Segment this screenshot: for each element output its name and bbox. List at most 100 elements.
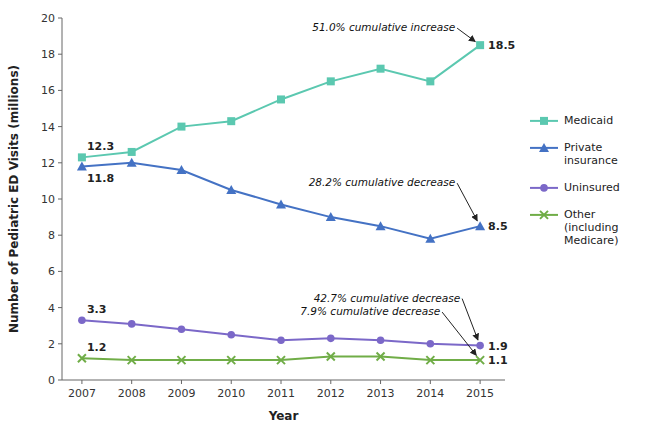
annotation: 7.9% cumulative decrease [300,305,440,317]
point-marker [227,331,235,339]
y-tick-label: 12 [41,157,55,170]
point-marker [427,340,435,348]
point-marker [476,41,484,49]
point-marker [476,356,484,364]
y-tick [58,235,62,236]
annotation-arrow [462,299,478,340]
y-tick [58,162,62,163]
point-marker [376,221,386,230]
series-line [82,163,480,239]
y-tick [58,343,62,344]
point-marker [78,316,86,324]
legend-label: Uninsured [564,181,620,194]
x-tick-label: 2008 [118,387,146,400]
x-tick-label: 2011 [267,387,295,400]
y-tick-label: 20 [41,12,55,25]
point-marker [327,352,335,360]
x-axis-line [62,380,505,381]
y-tick-label: 2 [48,338,55,351]
x-tick [430,380,431,384]
annotation: 42.7% cumulative decrease [314,292,460,304]
annotation: 28.2% cumulative decrease [309,176,455,188]
series-line [82,320,480,345]
legend-label: Privateinsurance [564,141,618,167]
legend-label-line: Medicare) [564,234,618,247]
y-tick-label: 14 [41,121,55,134]
legend-label-line: Private [564,141,603,154]
point-marker [227,117,235,125]
point-marker [377,352,385,360]
point-marker [277,336,285,344]
y-tick [58,18,62,19]
legend-marker [540,184,548,192]
point-marker [327,77,335,85]
point-marker [475,221,485,230]
data-label: 1.9 [488,340,508,353]
y-axis-label: Number of Pediatric ED Visits (millions) [7,65,21,333]
point-marker [177,356,185,364]
legend-marker [540,117,548,125]
y-tick [58,54,62,55]
data-label: 1.1 [488,354,508,367]
point-marker [277,356,285,364]
point-marker [227,356,235,364]
point-marker [377,336,385,344]
data-label: 1.2 [87,341,107,354]
x-tick [81,380,82,384]
data-label: 18.5 [488,39,515,52]
legend: Medicaid Privateinsurance Uninsured Other(i… [530,114,620,247]
point-marker [276,199,286,208]
x-tick-label: 2007 [68,387,96,400]
point-marker [426,77,434,85]
x-tick-label: 2015 [466,387,494,400]
x-tick [281,380,282,384]
y-tick-label: 16 [41,84,55,97]
plot-area [77,41,485,364]
point-marker [476,342,484,350]
legend-label-line: (including [564,221,618,234]
point-marker [178,326,186,334]
point-marker [176,165,186,174]
x-tick-label: 2009 [167,387,195,400]
x-tick-label: 2010 [217,387,245,400]
annotation-arrow [457,28,475,41]
y-tick-label: 0 [48,374,55,387]
series-line [82,45,480,157]
legend-marker [540,211,548,219]
point-marker [127,158,137,167]
point-marker [277,95,285,103]
legend-label-line: Medicaid [564,114,613,127]
point-marker [78,354,86,362]
data-label: 3.3 [87,303,107,316]
chart: 0246810121416182020072008200920102011201… [0,0,659,433]
point-marker [177,123,185,131]
data-label: 8.5 [488,220,508,233]
y-tick-label: 4 [48,302,55,315]
x-tick [330,380,331,384]
x-tick-label: 2012 [317,387,345,400]
point-marker [327,335,335,343]
x-tick [480,380,481,384]
point-marker [426,356,434,364]
y-tick [58,307,62,308]
y-tick [58,90,62,91]
legend-label: Other(includingMedicare) [564,208,618,247]
y-tick-label: 18 [41,48,55,61]
y-tick-label: 10 [41,193,55,206]
point-marker [377,65,385,73]
point-marker [226,185,236,194]
x-tick [231,380,232,384]
y-tick-label: 8 [48,229,55,242]
y-tick [58,271,62,272]
x-tick-label: 2014 [416,387,444,400]
y-tick [58,380,62,381]
x-tick-label: 2013 [367,387,395,400]
legend-label-line: insurance [564,154,618,167]
legend-label-line: Other [564,208,596,221]
point-marker [128,320,136,328]
y-tick [58,199,62,200]
point-marker [326,212,336,221]
annotation-arrow [457,183,477,221]
y-tick [58,126,62,127]
data-label: 12.3 [87,140,114,153]
